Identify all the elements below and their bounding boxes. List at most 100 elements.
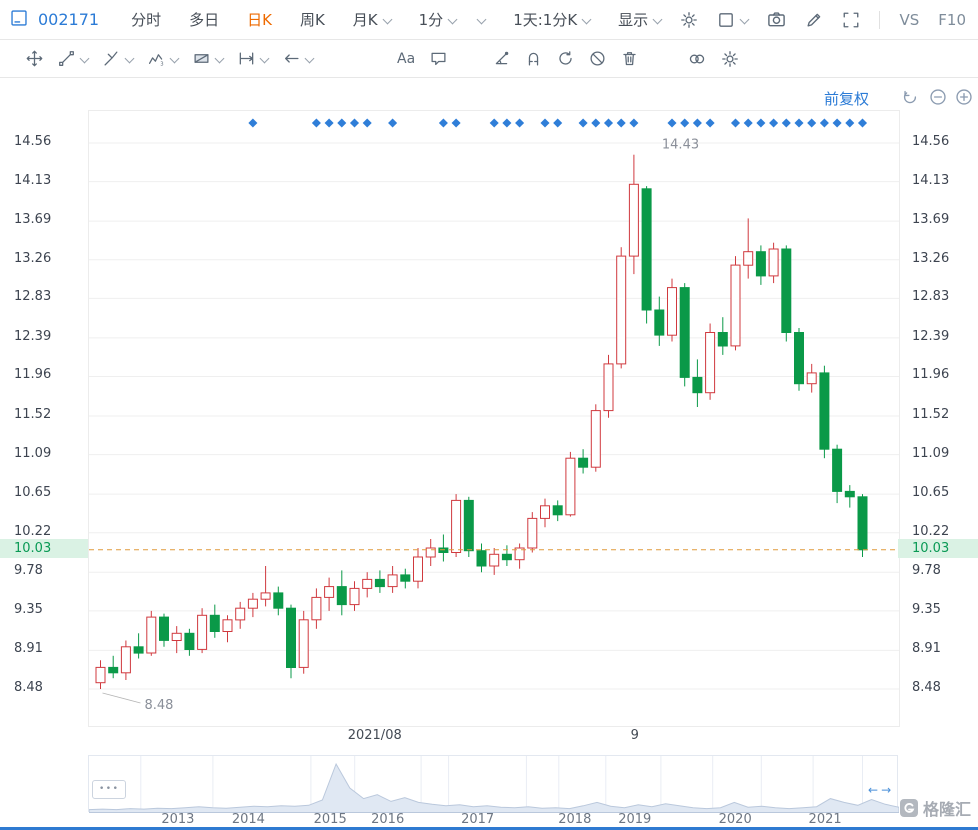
arrow-mark-tool[interactable] <box>283 50 315 67</box>
price-axis-left: 14.56 14.13 13.69 13.26 12.83 12.39 11.96 11.52… <box>0 110 88 725</box>
chevron-down-icon <box>214 53 225 64</box>
toolbar-gap <box>328 58 382 59</box>
divider <box>879 10 881 29</box>
vs-button[interactable]: VS <box>899 10 920 29</box>
wave-tool[interactable]: 3 <box>148 50 180 67</box>
settings-tool[interactable] <box>721 50 739 68</box>
navigator-scroll: ← → <box>868 783 891 797</box>
year-label: 2018 <box>558 812 592 827</box>
fullscreen-icon[interactable] <box>842 11 860 29</box>
hide-tool[interactable] <box>589 50 606 67</box>
pattern-tool[interactable] <box>193 50 225 67</box>
camera-icon[interactable] <box>767 10 786 29</box>
price-axis-label: 14.13 <box>14 172 52 188</box>
chevron-down-icon <box>79 53 90 64</box>
measure-tool[interactable] <box>238 50 270 67</box>
year-label: 2021 <box>808 812 842 827</box>
price-axis-label: 10.22 <box>912 523 950 539</box>
price-axis-label: 14.13 <box>912 172 950 188</box>
year-label: 2019 <box>618 812 652 827</box>
stock-code[interactable]: 002171 <box>38 10 100 29</box>
zoom-in-icon[interactable] <box>955 88 973 106</box>
toolbar-gap <box>462 58 478 59</box>
price-axis-label: 9.78 <box>14 563 43 579</box>
price-axis-label: 11.09 <box>14 445 52 461</box>
undo-icon[interactable] <box>901 88 919 106</box>
refresh-tool[interactable] <box>557 50 574 67</box>
watermark-logo-icon <box>900 799 918 817</box>
time-axis-label: 9 <box>630 728 639 743</box>
chevron-down-icon <box>740 14 750 25</box>
current-price-tag: 10.03 <box>898 538 978 558</box>
app-logo-icon <box>10 9 28 31</box>
drawing-toolbar: 3 Aa <box>0 40 978 78</box>
interval-select[interactable]: 1天:1分K <box>513 9 592 30</box>
timeline-navigator[interactable] <box>88 755 900 813</box>
move-tool[interactable] <box>26 50 43 67</box>
year-label: 2015 <box>313 812 347 827</box>
pitchfork-tool[interactable] <box>103 50 135 67</box>
price-axis-label: 12.39 <box>912 328 950 344</box>
period-extra-dropdown[interactable] <box>472 14 487 25</box>
price-axis-label: 8.48 <box>14 679 43 695</box>
price-axis-label: 13.69 <box>912 212 950 228</box>
watermark: 格隆汇 <box>899 796 971 820</box>
chevron-down-icon <box>447 14 458 25</box>
price-axis-label: 10.65 <box>14 485 52 501</box>
scroll-right-icon[interactable]: → <box>881 783 892 797</box>
price-axis-label: 12.83 <box>14 289 52 305</box>
tab-1min[interactable]: 1分 <box>419 9 458 30</box>
tab-timeshare[interactable]: 分时 <box>131 11 162 29</box>
link-tool[interactable] <box>688 50 706 68</box>
price-axis-label: 11.96 <box>912 367 950 383</box>
bottom-accent-bar <box>0 827 978 830</box>
price-axis-label: 14.56 <box>14 134 52 149</box>
more-button[interactable]: ••• <box>92 780 127 799</box>
svg-text:8.48: 8.48 <box>145 698 174 713</box>
tab-weekly-k[interactable]: 周K <box>299 11 325 29</box>
year-label: 2017 <box>461 812 495 827</box>
price-axis-label: 8.91 <box>912 641 941 657</box>
scroll-left-icon[interactable]: ← <box>868 783 879 797</box>
chevron-down-icon <box>581 14 592 25</box>
time-axis: 2021/08 9 <box>88 728 898 746</box>
f10-button[interactable]: F10 <box>938 10 966 29</box>
price-axis-label: 11.52 <box>912 406 950 422</box>
price-axis-label: 12.39 <box>14 328 52 344</box>
price-axis-label: 13.69 <box>14 212 52 228</box>
year-axis: 2013 2014 2015 2016 2017 2018 2019 2020 2021 <box>88 811 898 828</box>
settings-icon[interactable] <box>680 11 698 29</box>
zoom-out-icon[interactable] <box>929 88 947 106</box>
display-menu[interactable]: 显示 <box>618 9 663 30</box>
tab-daily-k[interactable]: 日K <box>247 11 272 29</box>
price-axis-label: 8.48 <box>912 679 941 695</box>
layout-select-icon[interactable] <box>717 11 750 29</box>
price-axis-label: 13.26 <box>14 250 52 266</box>
angle-tool[interactable] <box>493 50 510 67</box>
price-axis-label: 9.78 <box>912 563 941 579</box>
chevron-down-icon <box>124 53 135 64</box>
delete-tool[interactable] <box>621 50 638 67</box>
price-axis-label: 8.91 <box>14 641 43 657</box>
time-axis-label: 2021/08 <box>347 728 402 743</box>
magnet-tool[interactable] <box>525 50 542 67</box>
price-axis-label: 13.26 <box>912 250 950 266</box>
price-axis-label: 11.96 <box>14 367 52 383</box>
adjust-mode-label[interactable]: 前复权 <box>824 90 870 108</box>
trendline-tool[interactable] <box>58 50 90 67</box>
comment-tool[interactable] <box>430 50 447 67</box>
tab-monthly-k[interactable]: 月K <box>353 9 393 30</box>
tab-multiday[interactable]: 多日 <box>189 11 220 29</box>
price-axis-label: 9.35 <box>912 601 941 617</box>
svg-text:14.43: 14.43 <box>662 138 699 153</box>
pencil-icon[interactable] <box>805 11 823 29</box>
price-axis-label: 11.09 <box>912 445 950 461</box>
chevron-down-icon <box>652 14 663 25</box>
year-label: 2020 <box>718 812 752 827</box>
main-toolbar: 002171 分时 多日 日K 周K 月K 1分 1天:1分K 显示 <box>0 0 978 40</box>
candlestick-chart[interactable]: 14.43 8.48 <box>88 110 900 727</box>
svg-text:3: 3 <box>160 61 163 67</box>
chevron-down-icon <box>169 53 180 64</box>
text-tool[interactable]: Aa <box>397 50 416 67</box>
price-axis-right: 14.56 14.13 13.69 13.26 12.83 12.39 11.96 11.52… <box>898 110 978 725</box>
